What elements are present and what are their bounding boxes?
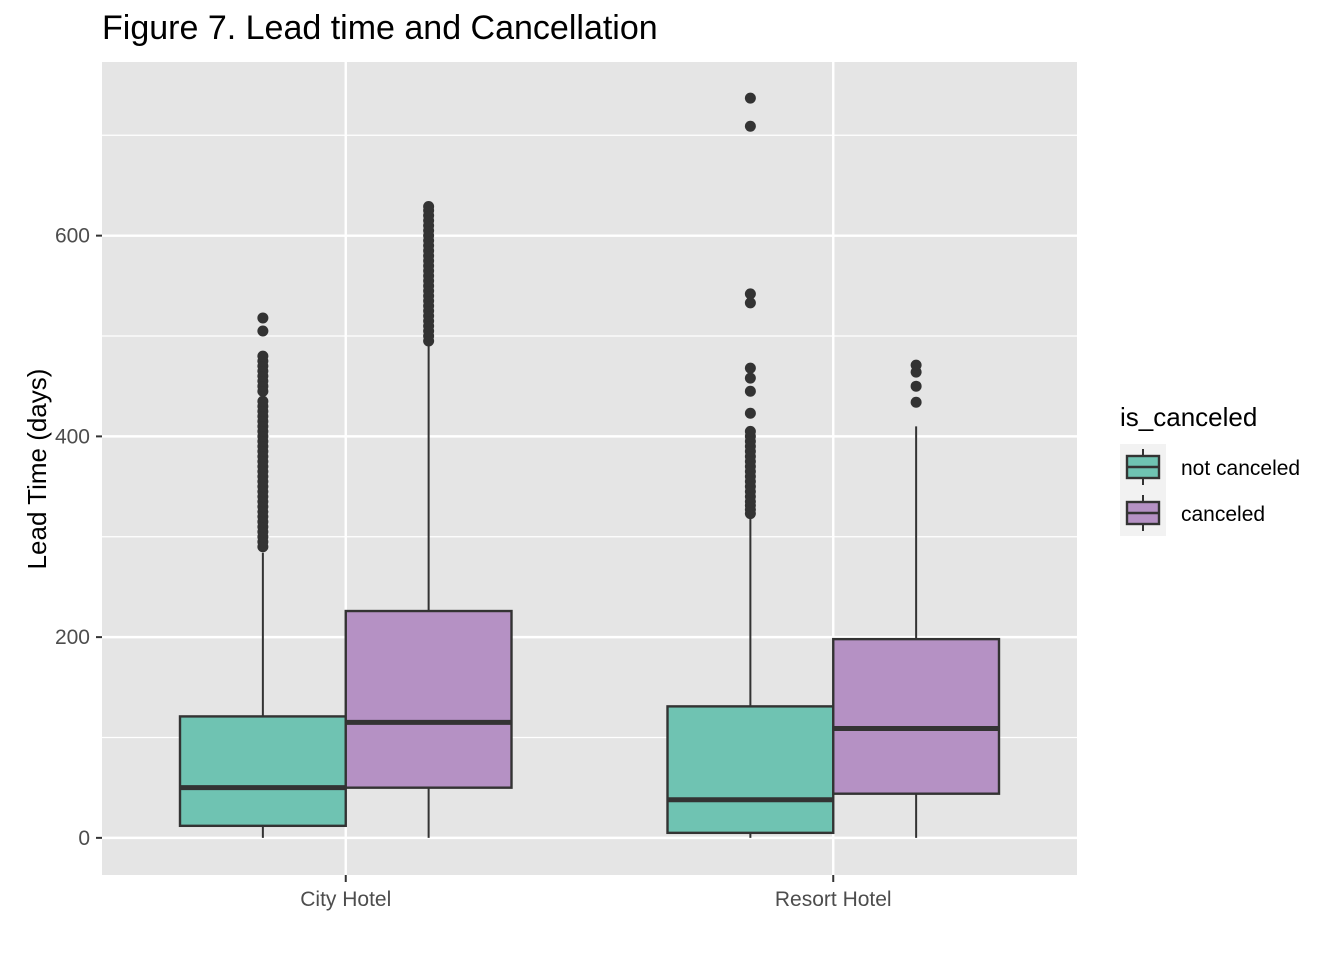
x-tick-label: Resort Hotel [775, 888, 892, 911]
outlier-point [744, 92, 756, 104]
outlier-point [423, 201, 435, 213]
outlier-point [257, 350, 269, 362]
box-canceled [832, 637, 1001, 795]
boxplot-marks [178, 92, 1001, 838]
outlier-point [744, 362, 756, 374]
outlier-point [257, 325, 269, 337]
y-tick-label: 400 [55, 425, 90, 448]
legend-label: not canceled [1181, 457, 1300, 480]
outlier-point [744, 385, 756, 397]
box-not-canceled [178, 715, 347, 828]
outlier-point [744, 288, 756, 300]
x-axis: City Hotel Resort Hotel [300, 875, 892, 911]
outlier-point [744, 425, 756, 437]
outlier-point [257, 395, 269, 407]
legend: is_canceled not canceled canceled [1120, 402, 1300, 536]
outlier-point [744, 297, 756, 309]
outlier-point [910, 359, 922, 371]
y-axis-title: Lead Time (days) [22, 369, 52, 570]
chart-title: Figure 7. Lead time and Cancellation [102, 9, 658, 47]
outlier-point [744, 120, 756, 132]
y-tick-label: 600 [55, 225, 90, 248]
x-tick-label: City Hotel [300, 888, 391, 911]
outlier-point [910, 380, 922, 392]
box-not-canceled [666, 705, 835, 835]
outlier-point [744, 407, 756, 419]
legend-title: is_canceled [1120, 402, 1257, 432]
y-tick-label: 0 [78, 827, 90, 850]
outlier-point [257, 312, 269, 324]
outlier-point [744, 372, 756, 384]
box-canceled [344, 609, 513, 789]
legend-label: canceled [1181, 503, 1265, 526]
outlier-point [910, 396, 922, 408]
y-axis: 0 200 400 600 [55, 225, 102, 850]
y-tick-label: 200 [55, 626, 90, 649]
